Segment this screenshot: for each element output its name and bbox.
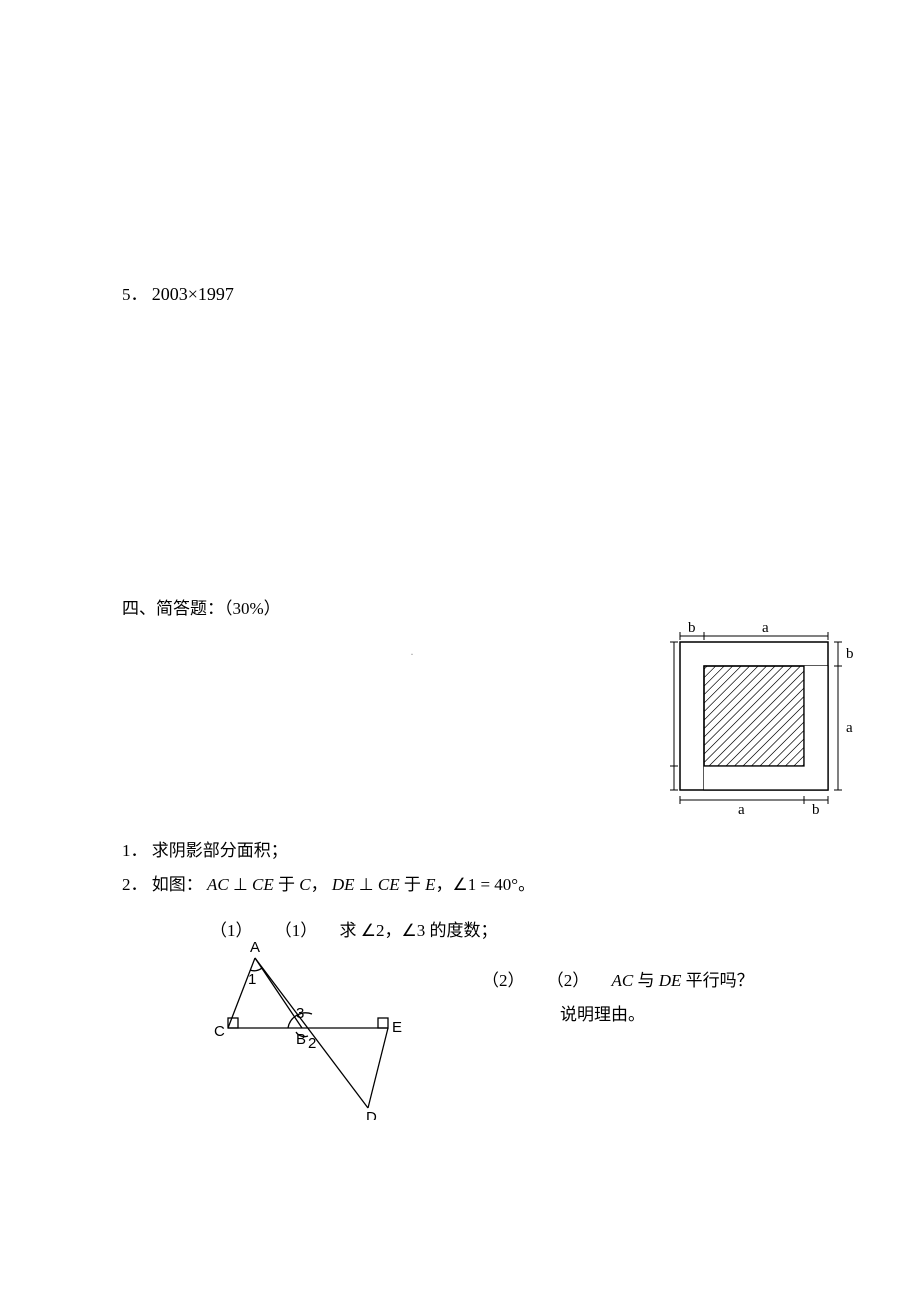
q2-sub2-text: AC 与 DE 平行吗？: [612, 971, 754, 990]
q2-sub1-num-a: （1）: [210, 921, 253, 940]
svg-text:B: B: [296, 1031, 306, 1048]
svg-text:E: E: [392, 1019, 402, 1036]
sq-right-a: a: [846, 720, 853, 736]
sq-bot-a: a: [738, 802, 745, 818]
sq-top-b: b: [688, 620, 696, 636]
svg-text:C: C: [214, 1023, 225, 1040]
svg-text:D: D: [366, 1109, 377, 1120]
svg-text:A: A: [250, 940, 260, 956]
svg-text:2: 2: [308, 1035, 316, 1052]
q1-text: 求阴影部分面积；: [152, 841, 288, 860]
q2-body: AC ⊥ CE 于 C， DE ⊥ CE 于 E，∠1 = 40°。: [207, 875, 535, 894]
q2-sub1-text: 求 ∠2，∠3 的度数；: [340, 921, 498, 940]
q2-prefix: 如图：: [152, 875, 203, 894]
sq-right-b: b: [846, 646, 854, 662]
q1-number: 1．: [122, 841, 148, 860]
sq-top-a: a: [762, 620, 769, 636]
triangle-figure: A C B E D 1 2 3: [200, 940, 430, 1120]
q5-expr: 2003×1997: [152, 284, 234, 304]
square-figure: b a b a a b a b: [670, 618, 890, 828]
svg-text:1: 1: [248, 971, 256, 988]
sq-bot-b: b: [812, 802, 820, 818]
q2-sub2-num-a: （2）: [482, 971, 525, 990]
q2-number: 2．: [122, 875, 148, 894]
center-marker: ·: [410, 647, 414, 662]
q2-sub2-num-b: （2）: [547, 971, 590, 990]
svg-text:3: 3: [296, 1005, 304, 1022]
q5-number: 5．: [122, 285, 148, 304]
q2-sub1-num-b: （1）: [275, 921, 318, 940]
section4-heading: 四、简答题：（30%）: [122, 594, 281, 619]
q2-sub2-line2: 说明理由。: [560, 1000, 645, 1025]
